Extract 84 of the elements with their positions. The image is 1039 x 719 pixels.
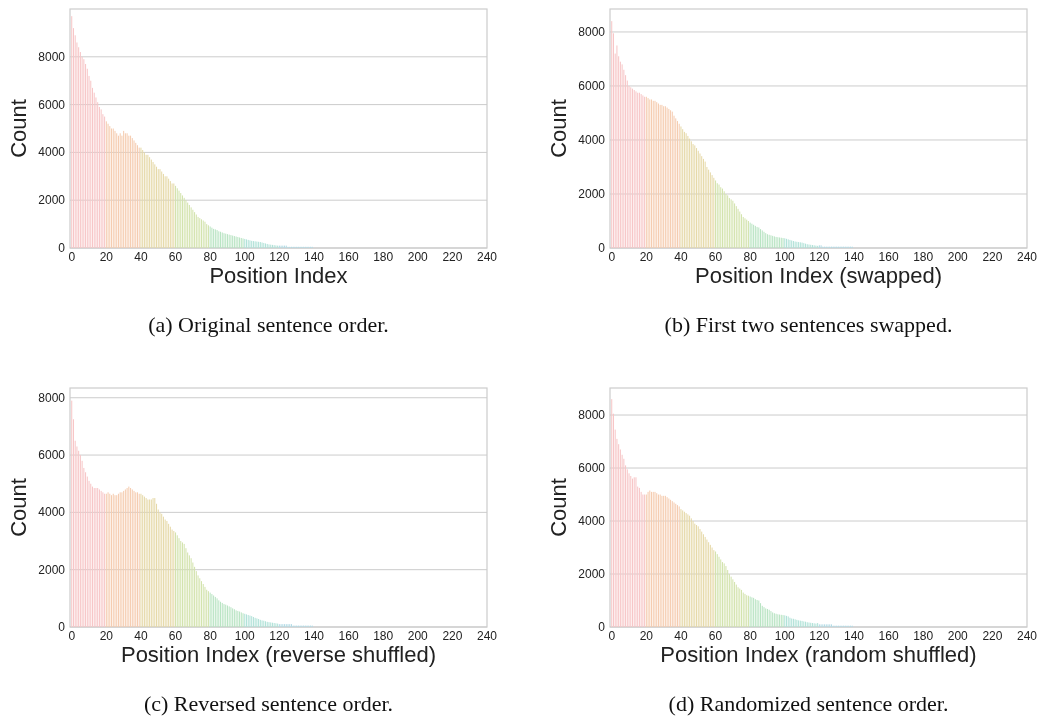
x-tick-label: 40 <box>134 250 148 264</box>
x-tick-label: 60 <box>168 250 183 264</box>
x-tick-label: 140 <box>303 250 325 264</box>
y-tick-label: 8000 <box>38 49 66 64</box>
x-tick-label: 100 <box>234 250 256 264</box>
x-tick-label: 220 <box>982 629 1003 643</box>
x-tick-label: 220 <box>442 250 463 264</box>
x-axis-title: Position Index (swapped) <box>694 263 943 288</box>
x-tick-label: 220 <box>982 250 1003 264</box>
x-tick-label: 20 <box>639 250 654 264</box>
y-tick-label: 2000 <box>578 567 606 582</box>
text: (a) Original sentence order. <box>148 312 389 337</box>
x-tick-label: 120 <box>809 629 830 643</box>
x-tick-label: 240 <box>476 629 498 643</box>
y-axis-title: Count <box>6 99 31 158</box>
y-tick-label: 2000 <box>38 562 66 577</box>
x-tick-label: 160 <box>878 250 899 264</box>
y-tick-label: 6000 <box>38 97 66 112</box>
x-tick-label: 180 <box>373 629 394 643</box>
y-tick-label: 0 <box>598 241 606 255</box>
x-tick-label: 100 <box>774 629 796 643</box>
y-axis-title: Count <box>546 478 571 537</box>
x-tick-label: 40 <box>674 629 688 643</box>
x-tick-label: 240 <box>1016 250 1038 264</box>
y-tick-label: 4000 <box>38 505 66 520</box>
x-tick-label: 240 <box>476 250 498 264</box>
x-tick-label: 40 <box>674 250 688 264</box>
x-tick-label: 80 <box>203 250 218 264</box>
x-tick-label: 180 <box>373 250 394 264</box>
x-tick-label: 120 <box>269 250 290 264</box>
x-tick-label: 180 <box>913 250 934 264</box>
x-tick-label: 120 <box>269 629 290 643</box>
text: (b) First two sentences swapped. <box>664 312 953 337</box>
x-tick-label: 140 <box>843 629 865 643</box>
x-tick-label: 240 <box>1016 629 1038 643</box>
y-axis-title: Count <box>546 99 571 158</box>
x-tick-label: 60 <box>168 629 183 643</box>
x-tick-label: 160 <box>338 250 359 264</box>
y-tick-label: 0 <box>598 620 606 634</box>
x-tick-label: 160 <box>338 629 359 643</box>
x-tick-label: 60 <box>708 250 723 264</box>
y-tick-label: 6000 <box>578 461 606 476</box>
y-tick-label: 8000 <box>578 408 606 423</box>
text: (d) Randomized sentence order. <box>668 691 949 716</box>
x-axis-title: Position Index (reverse shuffled) <box>120 642 437 667</box>
x-tick-label: 200 <box>407 629 429 643</box>
x-tick-label: 80 <box>203 629 218 643</box>
x-tick-label: 0 <box>68 250 76 264</box>
y-axis-title: Count <box>6 478 31 537</box>
x-tick-label: 100 <box>774 250 796 264</box>
y-tick-label: 6000 <box>578 78 606 93</box>
y-tick-label: 4000 <box>38 145 66 160</box>
x-tick-label: 100 <box>234 629 256 643</box>
x-tick-label: 60 <box>708 629 723 643</box>
x-axis-title: Position Index (random shuffled) <box>660 642 977 667</box>
x-tick-label: 120 <box>809 250 830 264</box>
y-tick-label: 0 <box>58 241 66 255</box>
x-tick-label: 40 <box>134 629 148 643</box>
y-tick-label: 8000 <box>38 390 66 405</box>
x-tick-label: 20 <box>639 629 654 643</box>
text: (c) Reversed sentence order. <box>143 691 394 716</box>
y-tick-label: 2000 <box>578 186 606 201</box>
x-tick-label: 80 <box>743 629 758 643</box>
x-tick-label: 200 <box>947 629 969 643</box>
x-tick-label: 20 <box>99 250 114 264</box>
x-tick-label: 0 <box>608 250 616 264</box>
x-tick-label: 160 <box>878 629 899 643</box>
y-tick-label: 4000 <box>578 132 606 147</box>
x-tick-label: 0 <box>608 629 616 643</box>
x-tick-label: 220 <box>442 629 463 643</box>
y-tick-label: 8000 <box>578 24 606 39</box>
x-tick-label: 140 <box>843 250 865 264</box>
y-tick-label: 6000 <box>38 448 66 463</box>
y-tick-label: 0 <box>58 620 66 634</box>
x-tick-label: 200 <box>947 250 969 264</box>
x-tick-label: 140 <box>303 629 325 643</box>
x-tick-label: 180 <box>913 629 934 643</box>
x-tick-label: 20 <box>99 629 114 643</box>
x-tick-label: 80 <box>743 250 758 264</box>
y-tick-label: 4000 <box>578 514 606 529</box>
x-tick-label: 0 <box>68 629 76 643</box>
x-tick-label: 200 <box>407 250 429 264</box>
y-tick-label: 2000 <box>38 193 66 208</box>
x-axis-title: Position Index <box>209 263 348 288</box>
